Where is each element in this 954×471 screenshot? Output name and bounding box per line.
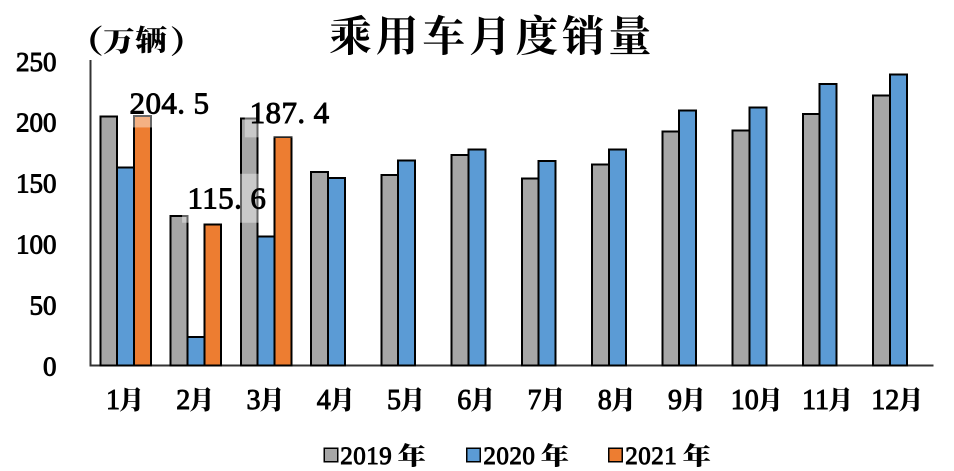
- svg-text:204. 5: 204. 5: [130, 85, 210, 120]
- svg-text:2021: 2021: [625, 443, 677, 470]
- svg-text:100: 100: [16, 230, 57, 260]
- svg-text:2: 2: [176, 385, 190, 416]
- svg-text:9: 9: [668, 385, 682, 416]
- svg-text:50: 50: [30, 291, 57, 321]
- svg-text:2019: 2019: [340, 443, 392, 470]
- svg-text:250: 250: [16, 47, 57, 77]
- svg-text:11: 11: [802, 385, 829, 416]
- svg-text:0: 0: [43, 352, 57, 382]
- svg-text:1: 1: [106, 385, 120, 416]
- svg-text:200: 200: [16, 108, 57, 138]
- svg-text:10: 10: [731, 385, 759, 416]
- svg-text:4: 4: [317, 385, 331, 416]
- svg-text:3: 3: [247, 385, 261, 416]
- svg-text:7: 7: [528, 385, 542, 416]
- svg-text:8: 8: [598, 385, 612, 416]
- svg-text:115. 6: 115. 6: [188, 181, 267, 216]
- svg-text:12: 12: [871, 385, 899, 416]
- svg-text:5: 5: [387, 385, 401, 416]
- svg-text:187. 4: 187. 4: [250, 95, 330, 130]
- svg-text:2020: 2020: [483, 443, 535, 470]
- svg-text:150: 150: [16, 169, 57, 199]
- svg-text:6: 6: [457, 385, 471, 416]
